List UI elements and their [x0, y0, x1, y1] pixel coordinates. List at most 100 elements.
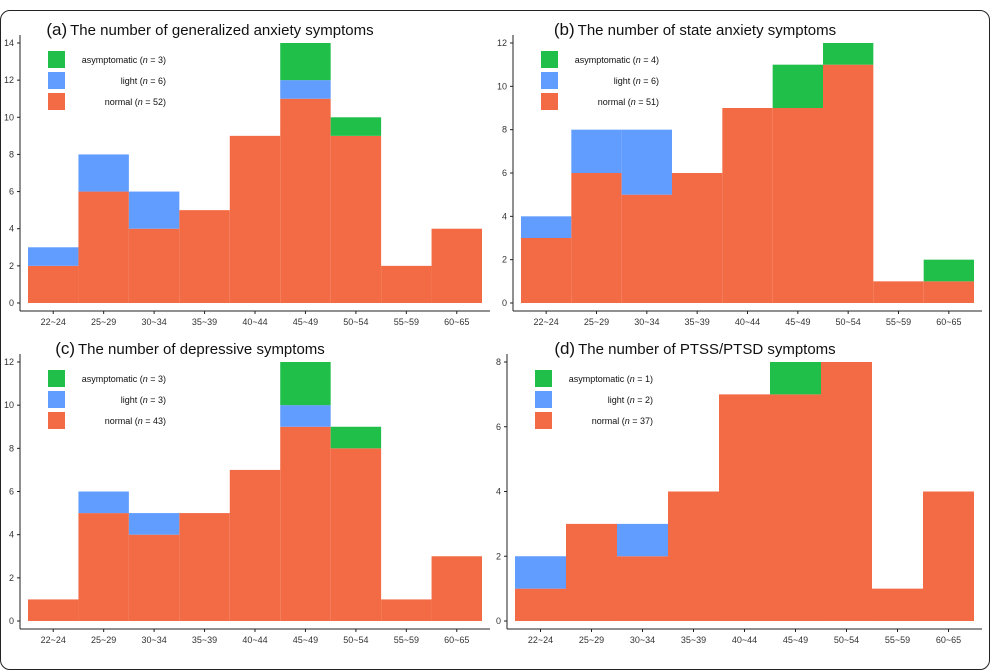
bar-normal-40~44: [229, 469, 281, 621]
bar-normal-25~29: [566, 523, 617, 622]
legend-n: n: [630, 395, 635, 405]
legend-swatch-normal: [541, 93, 558, 110]
legend-suffix: = 43): [143, 416, 166, 426]
legend-suffix: = 3): [148, 374, 166, 384]
legend-n: n: [143, 395, 148, 405]
legend-label-normal: normal (n = 51): [598, 97, 659, 107]
legend-swatch-light: [48, 391, 65, 408]
legend-n: n: [625, 416, 630, 426]
bar-light-25~29: [78, 154, 129, 192]
bar-light-30~34: [128, 513, 180, 535]
bar-normal-35~39: [668, 491, 719, 621]
legend-prefix: normal (: [592, 416, 625, 426]
bar-normal-40~44: [722, 108, 773, 303]
legend-suffix: = 6): [641, 76, 659, 86]
legend-swatch-normal: [48, 93, 65, 110]
x-tick-label: 40~44: [732, 635, 757, 645]
chart-title-letter: (b): [554, 20, 575, 39]
bar-normal-30~34: [128, 228, 180, 303]
bar-normal-25~29: [78, 191, 129, 303]
bar-light-22~24: [515, 556, 566, 589]
legend-n: n: [631, 97, 636, 107]
figure: (a) The number of generalized anxiety sym…: [0, 10, 990, 670]
legend-swatch-light: [535, 391, 552, 408]
x-tick-label: 22~24: [528, 635, 553, 645]
y-tick-label: 0: [9, 298, 14, 308]
legend-prefix: asymptomatic (: [575, 55, 636, 65]
y-tick-label: 12: [4, 357, 14, 367]
x-tick-label: 35~39: [681, 635, 706, 645]
legend-n: n: [636, 55, 641, 65]
y-tick-label: 10: [4, 112, 14, 122]
x-tick-label: 22~24: [41, 635, 66, 645]
bar-normal-30~34: [617, 556, 668, 621]
x-tick-label: 45~49: [783, 635, 808, 645]
chart-panel-2: (c) The number of depressive symptoms 0 2 4 6…: [4, 339, 490, 645]
bar-normal-35~39: [672, 173, 723, 303]
chart-title: (c) The number of depressive symptoms: [55, 339, 325, 358]
y-tick-label: 0: [502, 298, 507, 308]
x-tick-label: 25~29: [91, 317, 116, 327]
legend-prefix: asymptomatic (: [82, 55, 143, 65]
x-tick-label: 22~24: [41, 317, 66, 327]
bar-normal-45~49: [280, 426, 331, 621]
y-tick-label: 14: [4, 38, 14, 48]
bar-normal-40~44: [229, 135, 281, 303]
bar-asymptomatic-50~54: [330, 426, 382, 449]
chart-title-letter: (d): [554, 339, 575, 358]
bar-normal-50~54: [821, 362, 872, 621]
y-tick-label: 12: [4, 75, 14, 85]
x-tick-label: 55~59: [394, 317, 419, 327]
legend-swatch-normal: [535, 412, 552, 429]
x-tick-label: 35~39: [192, 317, 217, 327]
y-tick-label: 12: [497, 38, 507, 48]
y-tick-label: 6: [496, 422, 501, 432]
bar-light-45~49: [280, 80, 331, 99]
charts-canvas: (a) The number of generalized anxiety sym…: [4, 20, 982, 645]
legend-n: n: [143, 76, 148, 86]
legend-label-normal: normal (n = 52): [105, 97, 166, 107]
legend-swatch-asymptomatic: [48, 370, 65, 387]
x-tick-label: 55~59: [886, 317, 911, 327]
legend-prefix: light (: [121, 395, 143, 405]
x-tick-label: 50~54: [836, 317, 861, 327]
y-tick-label: 2: [496, 551, 501, 561]
x-tick-label: 50~54: [343, 317, 368, 327]
chart-panel-0: (a) The number of generalized anxiety sym…: [4, 20, 490, 327]
bar-light-22~24: [521, 216, 572, 238]
x-tick-label: 30~34: [634, 317, 659, 327]
legend-suffix: = 3): [148, 395, 166, 405]
bar-normal-55~59: [381, 599, 432, 621]
chart-title-text: The number of PTSS/PTSD symptoms: [578, 341, 836, 358]
x-tick-label: 60~65: [444, 317, 469, 327]
x-tick-label: 35~39: [192, 635, 217, 645]
y-tick-label: 10: [497, 81, 507, 91]
legend-prefix: asymptomatic (: [569, 374, 630, 384]
bar-light-22~24: [28, 247, 79, 266]
bar-normal-45~49: [770, 394, 821, 622]
legend-suffix: = 3): [148, 55, 166, 65]
chart-panel-1: (b) The number of state anxiety symptoms 0…: [497, 20, 982, 327]
bar-asymptomatic-50~54: [823, 43, 874, 65]
bar-normal-40~44: [719, 394, 770, 622]
bar-normal-45~49: [280, 98, 331, 304]
y-tick-label: 6: [9, 187, 14, 197]
x-tick-label: 60~65: [936, 635, 961, 645]
bar-normal-55~59: [873, 281, 924, 303]
chart-title-text: The number of generalized anxiety sympto…: [70, 22, 373, 39]
y-tick-label: 0: [9, 616, 14, 626]
bar-normal-50~54: [330, 448, 382, 621]
x-tick-label: 30~34: [630, 635, 655, 645]
bar-normal-35~39: [179, 210, 230, 303]
x-tick-label: 25~29: [91, 635, 116, 645]
x-tick-label: 40~44: [735, 317, 760, 327]
bar-light-45~49: [280, 405, 331, 427]
x-tick-label: 30~34: [141, 635, 166, 645]
x-tick-label: 45~49: [785, 317, 810, 327]
legend-label-light: light (n = 6): [614, 76, 659, 86]
bar-normal-22~24: [28, 265, 79, 303]
x-tick-label: 45~49: [293, 317, 318, 327]
chart-title-letter: (c): [55, 339, 75, 358]
y-tick-label: 0: [496, 616, 501, 626]
chart-title-text: The number of depressive symptoms: [78, 341, 325, 358]
